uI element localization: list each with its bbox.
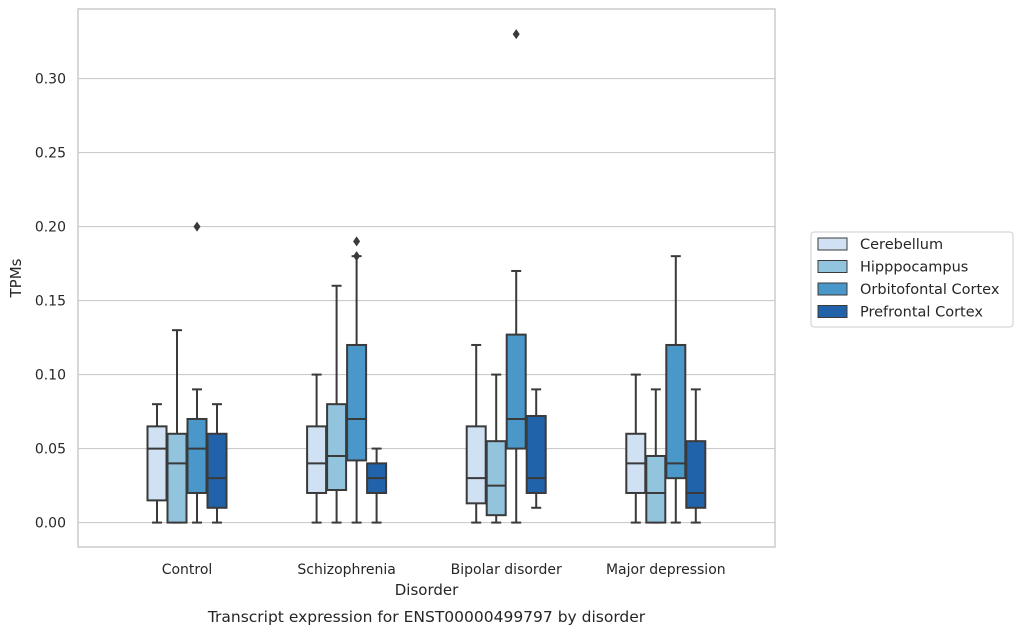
- x-tick-label: Control: [162, 562, 213, 578]
- box-0-3: [625, 373, 647, 524]
- outlier-marker: [512, 29, 520, 40]
- y-tick-label: 0.25: [35, 146, 66, 162]
- box-body: [485, 440, 507, 517]
- box-body: [166, 432, 188, 524]
- y-tick-label: 0.20: [35, 220, 66, 236]
- box-plots: [146, 29, 707, 524]
- legend-frame: [810, 231, 1014, 328]
- box-body: [346, 343, 368, 462]
- box-2-1: [346, 236, 368, 524]
- legend-swatch: [817, 305, 848, 318]
- outlier-marker: [353, 236, 361, 247]
- box-3-1: [366, 447, 388, 524]
- box-2-0: [186, 221, 208, 524]
- box-body: [326, 403, 348, 492]
- box-1-2: [485, 373, 507, 524]
- box-3-3: [685, 388, 707, 524]
- y-tick-label: 0.00: [35, 516, 66, 532]
- y-axis-title: TPMs: [7, 258, 25, 298]
- plot-frame: [77, 8, 776, 548]
- x-tick-label: Bipolar disorder: [451, 562, 562, 578]
- outlier-marker: [193, 221, 201, 232]
- legend-label: Hipppocampus: [860, 260, 968, 276]
- box-2-3: [665, 255, 687, 524]
- chart-caption: Transcript expression for ENST0000049979…: [207, 608, 646, 626]
- y-tick-label: 0.05: [35, 442, 66, 458]
- box-0-0: [146, 403, 168, 524]
- box-1-0: [166, 329, 188, 524]
- box-1-1: [326, 284, 348, 524]
- x-tick-labels: Control Schizophrenia Bipolar disorder Majo…: [162, 562, 726, 578]
- box-body: [685, 440, 707, 509]
- legend-swatch: [817, 260, 848, 273]
- box-body: [186, 417, 208, 494]
- box-body: [665, 343, 687, 480]
- y-tick-labels: 0.00 0.05 0.10 0.15 0.20 0.25 0.30: [35, 72, 66, 532]
- box-0-2: [465, 343, 487, 524]
- x-axis-title: Disorder: [395, 581, 459, 599]
- box-body: [505, 333, 527, 450]
- y-tick-label: 0.10: [35, 368, 66, 384]
- legend-swatch: [817, 282, 848, 296]
- x-tick-label: Major depression: [606, 562, 726, 578]
- x-tick-label: Schizophrenia: [297, 562, 395, 578]
- legend-label: Cerebellum: [860, 237, 943, 253]
- box-3-2: [525, 388, 547, 509]
- box-3-0: [206, 403, 228, 524]
- box-2-2: [505, 29, 527, 524]
- legend-swatch: [817, 237, 848, 251]
- box-body: [645, 454, 667, 524]
- box-body: [146, 425, 168, 502]
- box-body: [465, 425, 487, 505]
- outlier-marker: [353, 251, 361, 262]
- box-0-1: [306, 373, 328, 524]
- box-1-3: [645, 388, 667, 524]
- box-body: [206, 432, 228, 509]
- legend-label: Prefrontal Cortex: [860, 305, 983, 321]
- legend-label: Orbitofontal Cortex: [860, 282, 1000, 298]
- y-tick-label: 0.30: [35, 72, 66, 88]
- legend: Cerebellum Hipppocampus Orbitofontal Corte…: [810, 231, 1014, 328]
- y-tick-label: 0.15: [35, 294, 66, 310]
- box-body: [306, 425, 328, 494]
- box-body: [525, 415, 547, 494]
